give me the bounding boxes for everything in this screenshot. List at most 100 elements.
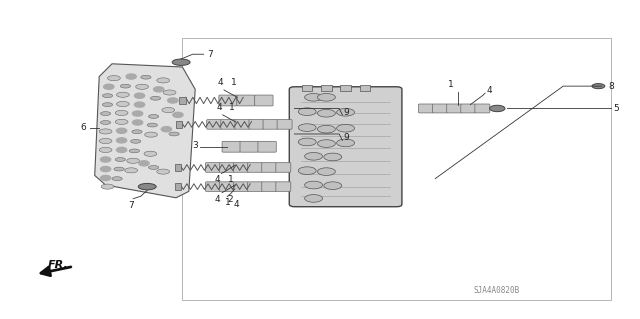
Ellipse shape <box>115 119 128 124</box>
Ellipse shape <box>100 121 111 124</box>
Text: 4: 4 <box>218 78 223 87</box>
FancyBboxPatch shape <box>276 182 291 191</box>
Ellipse shape <box>157 78 170 83</box>
Ellipse shape <box>138 183 156 190</box>
Ellipse shape <box>305 93 323 101</box>
Ellipse shape <box>317 93 335 101</box>
Bar <box>182 38 611 300</box>
Ellipse shape <box>99 129 112 134</box>
Ellipse shape <box>490 105 505 112</box>
FancyBboxPatch shape <box>248 182 262 191</box>
Bar <box>321 85 332 91</box>
Ellipse shape <box>132 130 142 134</box>
Circle shape <box>100 175 111 181</box>
Text: 4: 4 <box>215 195 220 204</box>
Ellipse shape <box>120 84 131 88</box>
Ellipse shape <box>131 139 141 143</box>
Ellipse shape <box>337 139 355 147</box>
Bar <box>360 85 370 91</box>
FancyBboxPatch shape <box>262 163 276 172</box>
Bar <box>175 164 181 171</box>
Ellipse shape <box>150 96 161 100</box>
FancyBboxPatch shape <box>240 141 259 152</box>
Text: 8: 8 <box>608 82 614 91</box>
Text: 4: 4 <box>217 103 222 112</box>
FancyBboxPatch shape <box>289 87 402 207</box>
Ellipse shape <box>144 151 157 156</box>
FancyBboxPatch shape <box>276 163 291 172</box>
FancyBboxPatch shape <box>234 182 248 191</box>
Ellipse shape <box>115 110 128 115</box>
Ellipse shape <box>317 109 335 117</box>
FancyBboxPatch shape <box>222 141 241 152</box>
Ellipse shape <box>157 169 170 174</box>
Bar <box>302 85 312 91</box>
Ellipse shape <box>100 112 111 115</box>
FancyBboxPatch shape <box>237 95 255 106</box>
Ellipse shape <box>162 108 175 113</box>
FancyBboxPatch shape <box>262 182 276 191</box>
FancyBboxPatch shape <box>255 95 273 106</box>
Ellipse shape <box>317 168 335 175</box>
Text: 4: 4 <box>234 200 239 209</box>
Ellipse shape <box>112 177 122 181</box>
Circle shape <box>126 74 136 79</box>
Ellipse shape <box>305 195 323 202</box>
Ellipse shape <box>102 94 113 98</box>
Ellipse shape <box>317 125 335 133</box>
Ellipse shape <box>115 158 125 161</box>
FancyBboxPatch shape <box>220 163 234 172</box>
FancyBboxPatch shape <box>475 104 490 113</box>
Ellipse shape <box>169 132 179 136</box>
FancyBboxPatch shape <box>205 163 220 172</box>
Text: 4: 4 <box>486 86 492 95</box>
Circle shape <box>139 161 149 166</box>
Ellipse shape <box>337 124 355 132</box>
Text: 1: 1 <box>228 175 233 184</box>
Circle shape <box>168 98 178 103</box>
Ellipse shape <box>99 138 112 144</box>
FancyBboxPatch shape <box>220 182 234 191</box>
Ellipse shape <box>298 138 316 146</box>
FancyBboxPatch shape <box>461 104 476 113</box>
Text: FR.: FR. <box>48 260 68 270</box>
Ellipse shape <box>317 140 335 147</box>
Ellipse shape <box>324 153 342 161</box>
Circle shape <box>173 112 183 117</box>
Ellipse shape <box>116 101 129 107</box>
FancyBboxPatch shape <box>221 120 236 129</box>
Bar <box>179 97 186 104</box>
FancyBboxPatch shape <box>207 120 221 129</box>
Text: 9: 9 <box>344 108 349 117</box>
Circle shape <box>161 127 172 132</box>
Ellipse shape <box>592 84 605 89</box>
Ellipse shape <box>101 184 114 189</box>
Ellipse shape <box>127 158 140 163</box>
Ellipse shape <box>324 182 342 189</box>
FancyBboxPatch shape <box>205 182 220 191</box>
Ellipse shape <box>141 75 151 79</box>
Ellipse shape <box>116 92 129 97</box>
FancyBboxPatch shape <box>263 120 278 129</box>
Ellipse shape <box>337 108 355 116</box>
Circle shape <box>134 93 145 98</box>
FancyBboxPatch shape <box>234 163 248 172</box>
Ellipse shape <box>305 152 323 160</box>
FancyBboxPatch shape <box>249 120 264 129</box>
Text: 7: 7 <box>207 50 212 59</box>
FancyBboxPatch shape <box>433 104 447 113</box>
Ellipse shape <box>129 149 140 153</box>
Ellipse shape <box>163 90 176 95</box>
FancyBboxPatch shape <box>447 104 461 113</box>
Circle shape <box>100 167 111 172</box>
Ellipse shape <box>298 124 316 131</box>
FancyBboxPatch shape <box>277 120 292 129</box>
Text: 9: 9 <box>344 133 349 142</box>
Ellipse shape <box>102 103 113 107</box>
Text: SJA4A0820B: SJA4A0820B <box>474 286 520 295</box>
Ellipse shape <box>114 167 124 171</box>
Ellipse shape <box>145 132 157 137</box>
Ellipse shape <box>148 166 159 169</box>
Text: 1: 1 <box>225 198 230 207</box>
Circle shape <box>132 111 143 116</box>
